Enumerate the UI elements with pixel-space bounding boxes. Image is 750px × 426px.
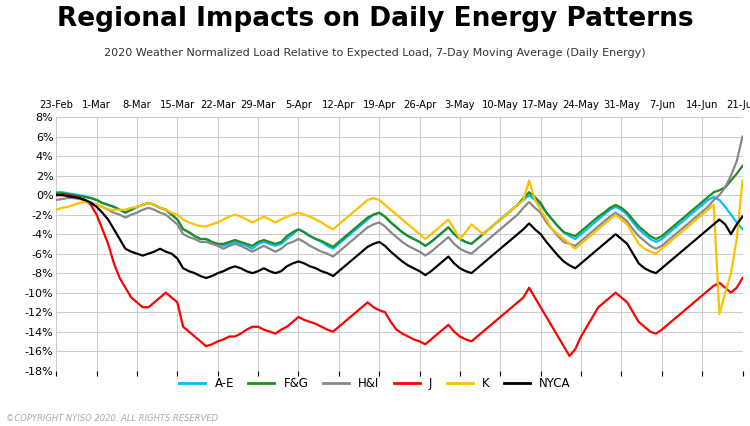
Text: Regional Impacts on Daily Energy Patterns: Regional Impacts on Daily Energy Pattern… [57, 6, 693, 32]
Text: ©COPYRIGHT NYISO 2020. ALL RIGHTS RESERVED: ©COPYRIGHT NYISO 2020. ALL RIGHTS RESERV… [6, 414, 218, 423]
Legend: A-E, F&G, H&I, J, K, NYCA: A-E, F&G, H&I, J, K, NYCA [175, 372, 575, 394]
Text: 2020 Weather Normalized Load Relative to Expected Load, 7-Day Moving Average (Da: 2020 Weather Normalized Load Relative to… [104, 48, 646, 58]
